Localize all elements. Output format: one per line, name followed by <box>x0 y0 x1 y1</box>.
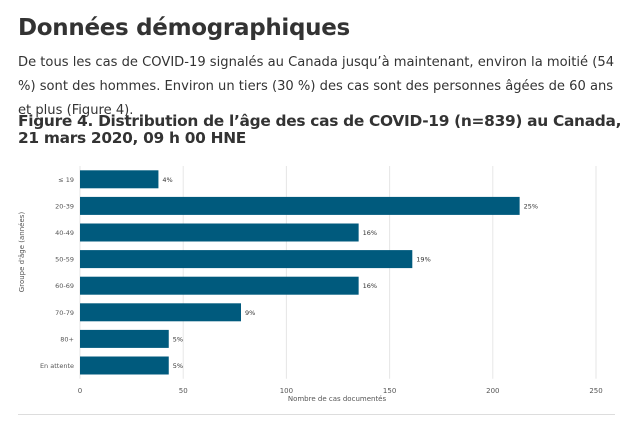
y-tick-label: 40-49 <box>55 229 74 237</box>
intro-paragraph: De tous les cas de COVID-19 signalés au … <box>18 55 615 118</box>
section-title: Données démographiques <box>18 15 350 41</box>
data-label: 9% <box>245 309 255 317</box>
x-tick-label: 150 <box>383 387 396 395</box>
y-tick-label: 80+ <box>60 335 74 343</box>
y-tick-label: 20-39 <box>55 202 74 210</box>
bar <box>80 250 413 269</box>
x-tick-label: 100 <box>280 387 293 395</box>
bar <box>80 223 359 242</box>
y-tick-label: 50-59 <box>55 256 74 264</box>
data-label: 16% <box>363 229 377 237</box>
x-axis-ticks: 0 50 100 150 200 250 <box>78 387 603 395</box>
x-axis-label: Nombre de cas documentés <box>288 395 387 403</box>
y-tick-label: 60-69 <box>55 282 74 290</box>
x-tick-label: 200 <box>486 387 499 395</box>
bar <box>80 356 169 375</box>
data-label: 16% <box>363 282 377 290</box>
x-tick-label: 50 <box>179 387 188 395</box>
bars <box>80 170 520 375</box>
bar <box>80 170 159 189</box>
x-tick-label: 0 <box>78 387 82 395</box>
y-axis-ticks: ≤ 19 20-39 40-49 50-59 60-69 70-79 80+ En atten… <box>40 176 74 370</box>
bar <box>80 196 520 215</box>
y-tick-label: 70-79 <box>55 309 74 317</box>
y-axis-label: Groupe d'âge (années) <box>18 212 26 293</box>
bar <box>80 276 359 295</box>
y-tick-label: ≤ 19 <box>58 176 74 184</box>
data-label: 4% <box>162 176 172 184</box>
divider <box>18 414 615 415</box>
figure-title: Figure 4. Distribution de l’âge des cas … <box>18 112 622 147</box>
data-label: 5% <box>173 362 183 370</box>
data-label: 5% <box>173 335 183 343</box>
bar <box>80 329 169 348</box>
data-label: 19% <box>416 256 430 264</box>
data-label: 25% <box>524 202 538 210</box>
data-labels: 4% 25% 16% 19% 16% 9% 5% 5% <box>162 176 538 370</box>
x-tick-label: 250 <box>589 387 602 395</box>
chart-container: 4% 25% 16% 19% 16% 9% 5% 5% ≤ 19 20-39 40-49 50-59… <box>0 158 639 408</box>
age-distribution-chart: 4% 25% 16% 19% 16% 9% 5% 5% ≤ 19 20-39 40-49 50-59… <box>18 166 603 403</box>
bar <box>80 303 241 322</box>
y-tick-label: En attente <box>40 362 74 370</box>
